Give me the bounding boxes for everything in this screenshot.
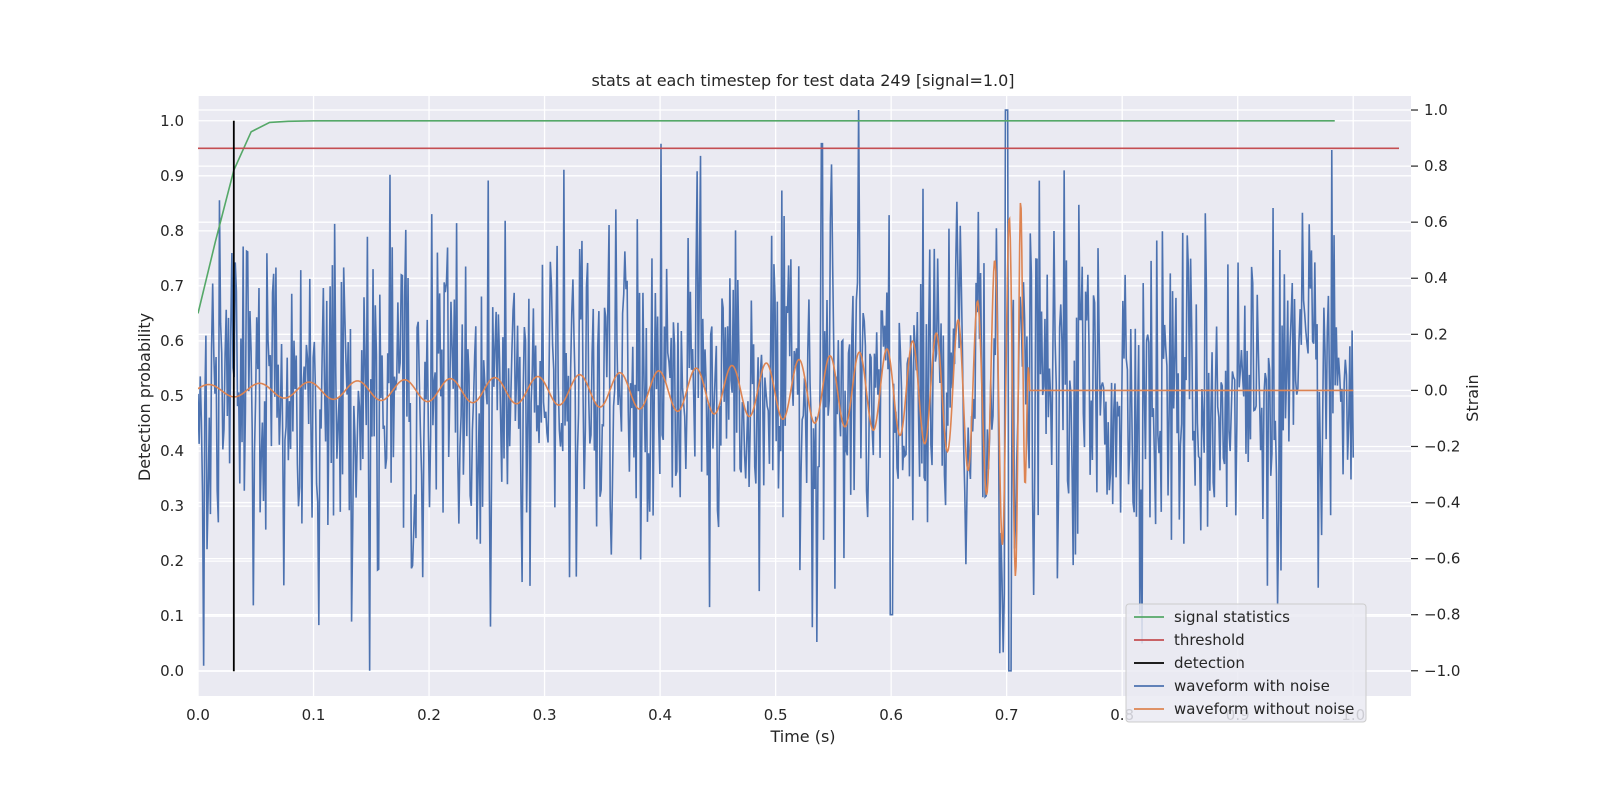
y-right-tick-label: −0.8 (1424, 606, 1460, 624)
x-tick-label: 0.5 (764, 706, 788, 724)
y-tick-label: 0.6 (160, 332, 184, 350)
y-tick-label: 0.0 (160, 662, 184, 680)
y-right-tick-label: −1.0 (1424, 662, 1460, 680)
y-right-tick-label: −0.4 (1424, 494, 1460, 512)
legend-label-signal-statistics: signal statistics (1174, 608, 1290, 626)
x-tick-label: 0.6 (879, 706, 903, 724)
y-tick-label: 0.7 (160, 277, 184, 295)
y-right-tick-label: 0.8 (1424, 157, 1448, 175)
y-right-tick-label: 0.6 (1424, 213, 1448, 231)
series-waveform-with-noise (198, 109, 1355, 672)
chart-title: stats at each timestep for test data 249… (591, 71, 1014, 90)
y-right-axis-ticks: −1.0 −0.8 −0.6 −0.4 −0.2 0.0 0.2 0.4 0.6 0.8 1.0 (1411, 101, 1460, 680)
x-axis-ticks: 0.00.10.20.30.40.50.60.70.80.91.0 (186, 706, 1365, 724)
legend: signal statistics threshold detection wa… (1125, 603, 1367, 723)
y-tick-label: 0.4 (160, 442, 184, 460)
y-tick-label: 0.3 (160, 497, 184, 515)
legend-label-waveform-without-noise: waveform without noise (1174, 700, 1354, 718)
y-right-tick-label: 0.0 (1424, 381, 1448, 399)
y-tick-label: 0.5 (160, 387, 184, 405)
x-tick-label: 0.3 (533, 706, 557, 724)
legend-label-detection: detection (1174, 654, 1245, 672)
y-right-tick-label: 1.0 (1424, 101, 1448, 119)
x-tick-label: 0.4 (648, 706, 672, 724)
y-axis-label: Detection probability (135, 313, 154, 481)
x-axis-label: Time (s) (769, 727, 835, 746)
y-tick-label: 1.0 (160, 112, 184, 130)
y-axis-ticks: 0.0 0.1 0.2 0.3 0.4 0.5 0.6 0.7 0.8 0.9 1.0 (160, 112, 184, 680)
legend-label-waveform-with-noise: waveform with noise (1174, 677, 1330, 695)
y-tick-label: 0.1 (160, 607, 184, 625)
x-tick-label: 0.1 (302, 706, 326, 724)
legend-label-threshold: threshold (1174, 631, 1245, 649)
y-right-tick-label: 0.2 (1424, 325, 1448, 343)
x-tick-label: 0.2 (417, 706, 441, 724)
y-right-tick-label: −0.2 (1424, 437, 1460, 455)
y-tick-label: 0.2 (160, 552, 184, 570)
y-right-tick-label: 0.4 (1424, 269, 1448, 287)
x-tick-label: 0.7 (995, 706, 1019, 724)
y-right-tick-label: −0.6 (1424, 550, 1460, 568)
y-tick-label: 0.9 (160, 167, 184, 185)
series-waveform-without-noise (198, 202, 1354, 576)
legend-box (1125, 603, 1367, 723)
x-tick-label: 0.0 (186, 706, 210, 724)
y-tick-label: 0.8 (160, 222, 184, 240)
y-right-axis-label: Strain (1463, 374, 1482, 421)
